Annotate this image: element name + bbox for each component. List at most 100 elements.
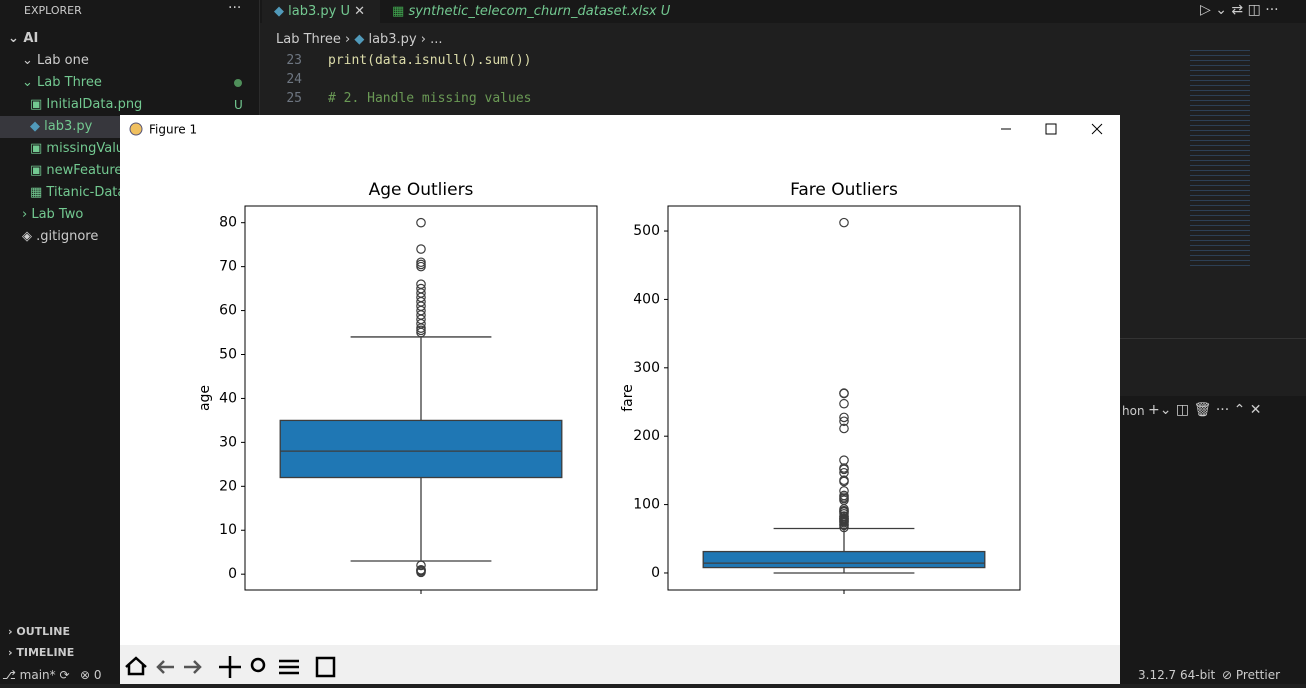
maximize-button[interactable] — [1045, 123, 1057, 135]
axes-frame — [244, 205, 598, 591]
close-button[interactable] — [1091, 123, 1103, 135]
tree-file[interactable]: ▣ InitialData.png — [30, 97, 143, 112]
y-tick-label: 40 — [219, 390, 237, 406]
outlier — [839, 416, 849, 427]
pan-button[interactable] — [219, 656, 241, 678]
panel-label: hon — [1122, 404, 1145, 418]
y-tick-label: 10 — [219, 522, 237, 538]
zoom-button[interactable] — [250, 657, 266, 673]
outlier — [416, 560, 426, 571]
tree-label: Lab one — [37, 53, 89, 68]
outlier — [416, 279, 426, 290]
outlier — [839, 398, 849, 409]
tree-label: newFeatures. — [46, 163, 134, 178]
tree-file[interactable]: ▣ missingValue — [30, 141, 133, 156]
home-button[interactable] — [125, 656, 147, 676]
panel-icons[interactable]: +⌄ ◫ 🗑 ··· ⌃ ✕ — [1148, 402, 1262, 418]
y-tick-label: 80 — [219, 215, 237, 231]
configure-button[interactable] — [279, 659, 299, 675]
run-icons[interactable]: ▷ ⌄ ⇄ ◫ ··· — [1200, 2, 1279, 18]
y-tick-label: 300 — [633, 360, 660, 376]
tree-label: lab3.py — [44, 119, 93, 134]
code-line: print(data.isnull().sum()) — [328, 53, 532, 68]
app-icon — [129, 122, 143, 136]
panel-border — [1120, 338, 1306, 339]
tree-file[interactable]: ▦ Titanic-Datas — [30, 185, 133, 200]
error-count: 0 — [93, 668, 102, 682]
window-title: Figure 1 — [149, 123, 197, 137]
y-tick-label: 20 — [219, 478, 237, 494]
line-number: 25 — [286, 91, 302, 106]
tree-file[interactable]: ◈ .gitignore — [22, 229, 99, 244]
tree-file[interactable]: ▣ newFeatures. — [30, 163, 134, 178]
box — [279, 419, 563, 479]
forward-button[interactable] — [184, 660, 202, 674]
more-icon[interactable]: ··· — [228, 0, 242, 16]
code-line: # 2. Handle missing values — [328, 91, 532, 106]
branch[interactable]: ⎇ main* ⟳ — [2, 668, 70, 682]
outlier — [839, 423, 849, 434]
branch-name: main* — [19, 668, 56, 682]
chart-title: Fare Outliers — [790, 180, 898, 200]
line-number: 23 — [286, 53, 302, 68]
problems[interactable]: ⊗ 0 — [80, 668, 102, 682]
y-tick-label: 0 — [228, 566, 237, 582]
tree-label: InitialData.png — [46, 97, 143, 112]
minimap — [1190, 48, 1250, 268]
y-tick-label: 100 — [633, 497, 660, 513]
crumb[interactable]: Lab Three — [276, 32, 341, 47]
status-dot — [234, 79, 242, 87]
crumb[interactable]: ... — [430, 32, 443, 47]
tab-badge: U — [340, 4, 350, 19]
outlier — [839, 463, 849, 473]
back-button[interactable] — [156, 660, 174, 674]
tree-label: Lab Three — [37, 75, 102, 90]
tab[interactable]: ▦ synthetic_telecom_churn_dataset.xlsx U — [392, 4, 671, 19]
y-tick-label: 200 — [633, 428, 660, 444]
crumb[interactable]: lab3.py — [368, 32, 417, 47]
tab-label: lab3.py — [288, 4, 337, 19]
tab-bar: ◆ lab3.py U ✕ ▦ synthetic_telecom_churn_… — [260, 0, 1306, 23]
title-bar — [120, 115, 1120, 143]
tree-folder[interactable]: ⌄ Lab one — [22, 53, 89, 68]
section-header[interactable]: › OUTLINE — [8, 625, 70, 638]
outlier — [839, 486, 849, 496]
figure-canvas: Figure 1 Age Outliers age 0 10 20 30 40 50 60 70 8… — [120, 115, 1120, 684]
tree-folder[interactable]: ⌄ Lab Three — [22, 75, 102, 90]
outlier — [839, 455, 849, 465]
outlier — [416, 283, 426, 294]
line-number: 24 — [286, 72, 302, 87]
y-axis-label: age — [197, 385, 213, 411]
python-version[interactable]: 3.12.7 64-bit — [1138, 668, 1216, 682]
y-tick-label: 500 — [633, 223, 660, 239]
formatter[interactable]: ⊘ Prettier — [1222, 668, 1281, 682]
tab-label: synthetic_telecom_churn_dataset.xlsx — [408, 4, 657, 19]
tree-label: Lab Two — [31, 207, 84, 222]
section-label: TIMELINE — [16, 646, 75, 659]
tree-label: .gitignore — [36, 229, 99, 244]
save-button[interactable] — [315, 656, 336, 678]
y-tick-label: 0 — [651, 565, 660, 581]
y-axis-label: fare — [620, 384, 636, 412]
outlier — [839, 467, 849, 478]
figure-window: Figure 1 Age Outliers age 0 10 20 30 40 50 60 70 8… — [120, 115, 1120, 684]
tree-folder[interactable]: ⌄ AI — [8, 31, 39, 46]
tab-active[interactable]: ◆ lab3.py U ✕ — [262, 0, 380, 23]
y-tick-label: 400 — [633, 291, 660, 307]
y-tick-label: 70 — [219, 259, 237, 275]
outlier — [416, 564, 426, 575]
outlier — [416, 244, 426, 254]
plots: Age Outliers age 0 10 20 30 40 50 60 70 80 Fare Out… — [197, 180, 1021, 594]
tree-label: AI — [23, 31, 39, 46]
formatter-name: Prettier — [1235, 668, 1281, 682]
outlier — [416, 257, 426, 268]
tree-label: missingValue — [46, 141, 133, 156]
chart-title: Age Outliers — [369, 180, 474, 200]
section-header[interactable]: › TIMELINE — [8, 646, 75, 659]
outlier — [839, 217, 849, 228]
tree-folder[interactable]: › Lab Two — [22, 207, 84, 222]
outlier — [839, 490, 849, 501]
tree-label: Titanic-Datas — [46, 185, 133, 200]
git-badge: U — [234, 98, 243, 112]
